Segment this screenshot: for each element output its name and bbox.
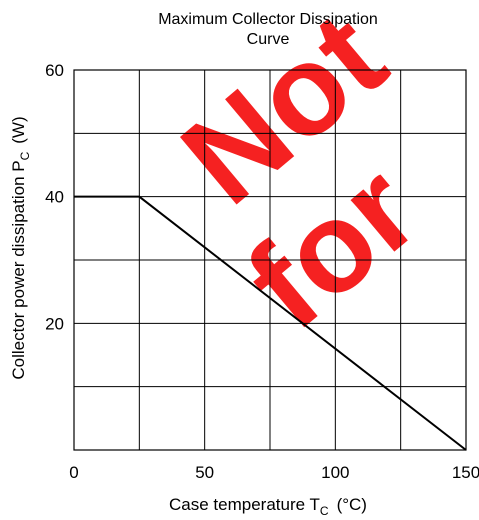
y-axis-label-main: Collector power dissipation P (9, 160, 28, 379)
y-tick-labels: 20 40 60 (45, 61, 64, 333)
series-group (74, 195, 467, 451)
plot-frame (73, 69, 467, 451)
x-tick-label: 100 (321, 463, 349, 482)
y-axis-label: Collector power dissipation PC (W) (9, 116, 32, 379)
x-axis-label-subscript: C (320, 504, 329, 518)
y-axis-label-unit: (W) (9, 116, 28, 143)
chart-title-line-2: Curve (247, 31, 290, 48)
chart-title-line-1: Maximum Collector Dissipation (158, 11, 378, 28)
grid (74, 70, 466, 450)
y-tick-label: 60 (45, 61, 64, 80)
y-tick-label: 40 (45, 188, 64, 207)
dissipation-curve (74, 195, 467, 451)
x-axis-label-main: Case temperature T (169, 495, 320, 514)
x-tick-labels: 0 50 100 150 (69, 463, 479, 482)
x-tick-label: 0 (69, 463, 78, 482)
x-tick-label: 150 (452, 463, 479, 482)
x-axis-label-unit: (°C) (337, 495, 367, 514)
y-axis-label-subscript: C (18, 151, 32, 160)
x-axis-label: Case temperature TC (°C) (169, 495, 367, 518)
y-tick-label: 20 (45, 314, 64, 333)
x-tick-label: 50 (195, 463, 214, 482)
